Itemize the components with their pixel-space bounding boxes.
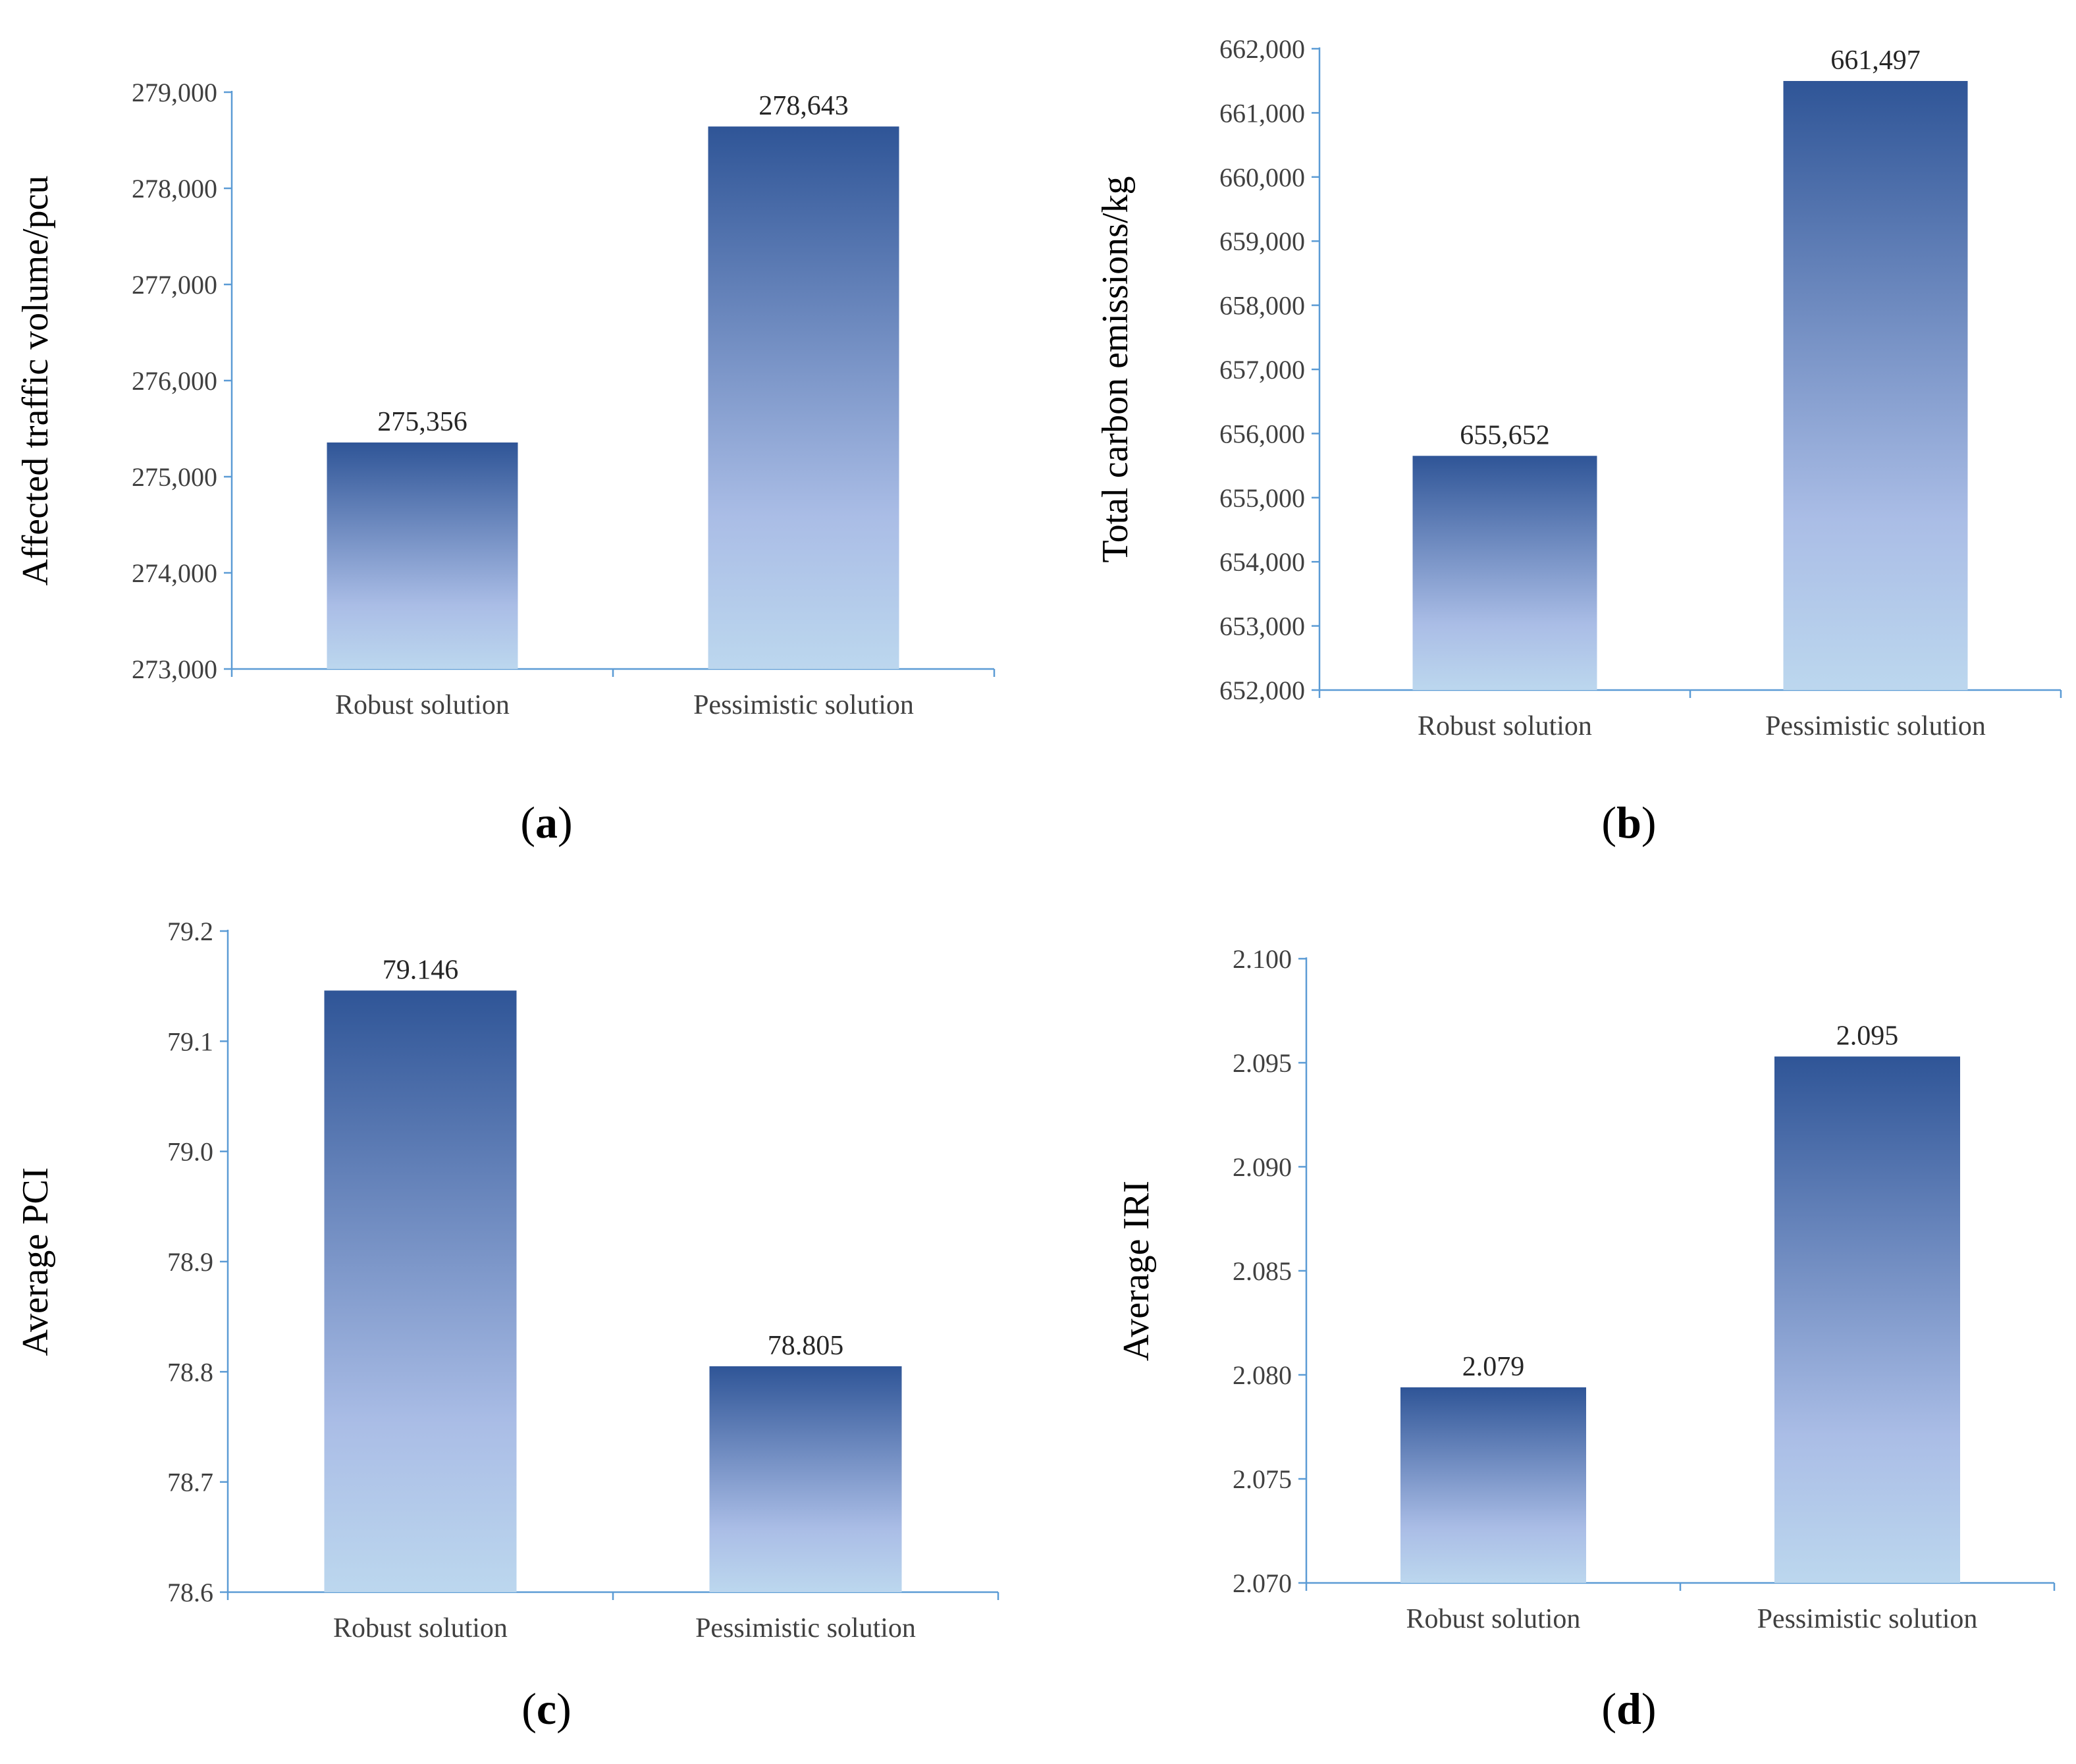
- chart-panel-d: 2.070 2.075 2.080 2.085 2.090 2.095 2.100 2.079…: [1116, 944, 2056, 1734]
- y-tick-label: 276,000: [132, 366, 217, 396]
- bar-pessimistic: [709, 1366, 902, 1592]
- y-tick-label: 2.095: [1233, 1048, 1292, 1078]
- y-tick-label: 79.1: [167, 1027, 213, 1056]
- panel-label: (d): [1601, 1684, 1656, 1734]
- y-tick-label: 656,000: [1219, 419, 1305, 448]
- y-tick-label: 2.080: [1233, 1360, 1292, 1390]
- y-tick-label: 78.6: [167, 1578, 213, 1607]
- data-label: 2.095: [1836, 1021, 1899, 1052]
- y-tick-label: 79.0: [167, 1137, 213, 1167]
- panel-label: (b): [1601, 797, 1656, 847]
- y-tick-label: 78.8: [167, 1357, 213, 1387]
- y-tick-label: 2.085: [1233, 1256, 1292, 1286]
- y-axis-title: Affected traffic volume/pcu: [15, 176, 56, 586]
- x-category-label: Pessimistic solution: [693, 690, 914, 720]
- y-tick-label: 653,000: [1219, 612, 1305, 641]
- y-tick-label: 277,000: [132, 270, 217, 300]
- x-category-label: Pessimistic solution: [695, 1613, 916, 1644]
- y-tick-label: 2.090: [1233, 1152, 1292, 1182]
- chart-panel-b: 652,000 653,000 654,000 655,000 656,000 657,0…: [1095, 34, 2062, 847]
- y-tick-label: 662,000: [1219, 34, 1305, 64]
- data-label: 655,652: [1460, 420, 1550, 450]
- y-tick-label: 654,000: [1219, 547, 1305, 577]
- y-tick-label: 2.100: [1233, 944, 1292, 974]
- bar-pessimistic: [1783, 80, 1968, 691]
- panel-label: (a): [520, 797, 572, 847]
- bar-pessimistic: [708, 126, 899, 669]
- bar-pessimistic: [1774, 1056, 1960, 1583]
- panel-label: (c): [521, 1684, 572, 1734]
- chart-panel-a: 273,000 274,000 275,000 276,000 277,000 278,0…: [15, 78, 996, 847]
- x-category-label: Pessimistic solution: [1757, 1604, 1978, 1634]
- x-category-label: Robust solution: [1406, 1604, 1581, 1634]
- y-tick-label: 659,000: [1219, 227, 1305, 256]
- y-tick-label: 79.2: [167, 917, 213, 946]
- chart-panel-c: 78.6 78.7 78.8 78.9 79.0 79.1 79.2 79.146 Robust…: [15, 917, 999, 1734]
- bar-robust: [327, 442, 518, 669]
- data-label: 2.079: [1462, 1352, 1525, 1382]
- y-tick-label: 661,000: [1219, 98, 1305, 128]
- y-axis-title: Average PCI: [15, 1167, 56, 1356]
- x-category-label: Pessimistic solution: [1765, 711, 1986, 741]
- data-label: 661,497: [1830, 45, 1921, 76]
- y-tick-label: 279,000: [132, 78, 217, 107]
- y-tick-label: 655,000: [1219, 483, 1305, 513]
- y-tick-label: 274,000: [132, 558, 217, 588]
- data-label: 278,643: [759, 91, 849, 121]
- data-label: 275,356: [377, 407, 467, 437]
- y-tick-label: 275,000: [132, 462, 217, 492]
- y-tick-label: 78.9: [167, 1247, 213, 1277]
- x-category-label: Robust solution: [333, 1613, 508, 1644]
- x-category-label: Robust solution: [335, 690, 510, 720]
- bar-robust: [1400, 1387, 1586, 1583]
- y-axis-title: Average IRI: [1116, 1181, 1157, 1361]
- y-tick-label: 2.075: [1233, 1464, 1292, 1494]
- bar-robust: [1412, 456, 1597, 690]
- y-tick-label: 78.7: [167, 1468, 213, 1497]
- y-tick-label: 660,000: [1219, 163, 1305, 192]
- y-axis-title: Total carbon emissions/kg: [1095, 176, 1136, 562]
- y-tick-label: 273,000: [132, 655, 217, 684]
- y-tick-label: 652,000: [1219, 676, 1305, 705]
- data-label: 79.146: [383, 955, 459, 985]
- data-label: 78.805: [768, 1331, 844, 1361]
- y-tick-label: 2.070: [1233, 1568, 1292, 1598]
- bar-robust: [324, 990, 517, 1592]
- y-tick-label: 658,000: [1219, 291, 1305, 321]
- y-tick-label: 278,000: [132, 174, 217, 203]
- y-tick-label: 657,000: [1219, 355, 1305, 385]
- x-category-label: Robust solution: [1418, 711, 1592, 741]
